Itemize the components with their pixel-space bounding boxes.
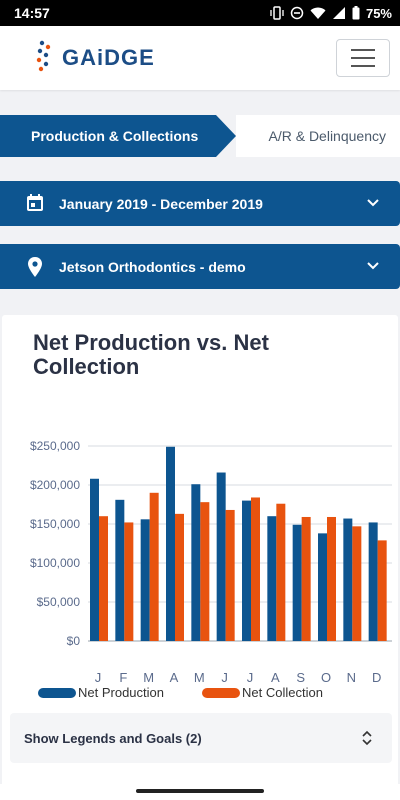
bar-net-production — [90, 478, 99, 641]
legend-item-production[interactable]: Net Production — [38, 685, 164, 700]
logo-dots-icon — [36, 40, 54, 77]
date-range-selector[interactable]: January 2019 - December 2019 — [0, 181, 400, 226]
bar-net-production — [267, 516, 277, 641]
signal-icon — [332, 6, 346, 20]
logo[interactable]: GAiDGE — [36, 40, 155, 77]
legend-label-collection: Net Collection — [242, 685, 323, 700]
report-tabs: Production & Collections A/R & Delinquen… — [0, 115, 400, 157]
battery-icon — [352, 6, 360, 20]
show-legends-goals-button[interactable]: Show Legends and Goals (2) — [10, 713, 392, 763]
y-tick-label: $100,000 — [30, 556, 80, 570]
x-tick-label: O — [321, 670, 331, 685]
x-tick-label: J — [95, 670, 102, 685]
card-title: Net Production vs. Net Collection — [33, 330, 269, 379]
bar-net-production — [368, 522, 378, 641]
y-tick-label: $200,000 — [30, 478, 80, 492]
system-nav-bar — [0, 784, 400, 800]
tab-ar-delinquency[interactable]: A/R & Delinquency — [236, 115, 400, 157]
bar-net-production — [115, 499, 125, 641]
x-tick-label: J — [221, 670, 228, 685]
bar-net-collection — [276, 503, 286, 641]
chart-legend: Net Production Net Collection — [2, 685, 398, 707]
bar-net-production — [242, 500, 251, 641]
menu-icon — [351, 49, 375, 51]
bar-net-collection — [301, 516, 311, 641]
chevron-down-icon — [366, 196, 380, 213]
wifi-icon — [310, 6, 326, 20]
tab-production-collections-label: Production & Collections — [31, 128, 199, 144]
do-not-disturb-icon — [290, 6, 304, 20]
bar-net-production — [140, 519, 150, 641]
y-tick-label: $50,000 — [37, 595, 81, 609]
bar-net-collection — [200, 502, 210, 641]
bar-net-collection — [149, 492, 159, 641]
bar-net-production — [216, 472, 226, 641]
battery-level: 75% — [365, 5, 392, 21]
status-icons: 75% — [270, 6, 392, 21]
x-tick-label: S — [296, 670, 305, 685]
net-production-chart: $0 $50,000 $100,000 $150,000 $200,000 $250,00… — [30, 439, 392, 685]
y-tick-label: $150,000 — [30, 517, 80, 531]
legend-label-production: Net Production — [78, 685, 164, 700]
y-tick-label: $250,000 — [30, 439, 80, 453]
home-gesture-pill[interactable] — [136, 789, 264, 793]
bar-net-collection — [251, 497, 260, 641]
x-tick-label: M — [143, 670, 154, 685]
up-down-chevron-icon — [362, 730, 372, 749]
chevron-down-icon — [366, 259, 380, 276]
status-time: 14:57 — [14, 5, 50, 21]
x-tick-label: A — [170, 670, 179, 685]
x-tick-label: F — [119, 670, 127, 685]
hamburger-menu-button[interactable] — [336, 39, 390, 77]
legend-swatch-production — [38, 687, 76, 698]
x-tick-label: J — [247, 670, 254, 685]
legend-toggle-label: Show Legends and Goals (2) — [24, 730, 202, 746]
calendar-icon — [25, 193, 47, 215]
x-tick-label: A — [271, 670, 280, 685]
logo-text: GAiDGE — [62, 45, 155, 70]
bar-net-collection — [99, 516, 108, 641]
date-range-value: January 2019 - December 2019 — [59, 195, 263, 212]
status-bar: 14:57 75% — [0, 0, 400, 26]
x-tick-label: M — [194, 670, 205, 685]
bar-net-production — [292, 524, 302, 641]
bar-net-collection — [377, 540, 387, 641]
bar-net-collection — [352, 526, 362, 641]
bar-net-collection — [124, 522, 134, 641]
bar-net-production — [191, 484, 201, 641]
bar-net-production — [343, 518, 353, 641]
x-tick-label: N — [347, 670, 356, 685]
bar-net-production — [318, 533, 327, 641]
net-production-card: Net Production vs. Net Collection $0 $50,… — [2, 315, 398, 800]
location-pin-icon — [25, 256, 47, 278]
y-tick-label: $0 — [67, 634, 81, 648]
location-selector[interactable]: Jetson Orthodontics - demo — [0, 244, 400, 289]
x-tick-label: D — [372, 670, 381, 685]
location-value: Jetson Orthodontics - demo — [59, 258, 246, 275]
tab-production-collections[interactable]: Production & Collections — [0, 115, 236, 157]
bar-net-collection — [225, 509, 235, 641]
bar-net-production — [166, 446, 175, 641]
vibrate-icon — [270, 6, 284, 20]
bar-net-collection — [327, 516, 336, 641]
legend-swatch-collection — [202, 687, 240, 698]
app-header: GAiDGE — [0, 26, 400, 90]
bar-net-collection — [175, 513, 184, 641]
legend-item-collection[interactable]: Net Collection — [202, 685, 323, 700]
